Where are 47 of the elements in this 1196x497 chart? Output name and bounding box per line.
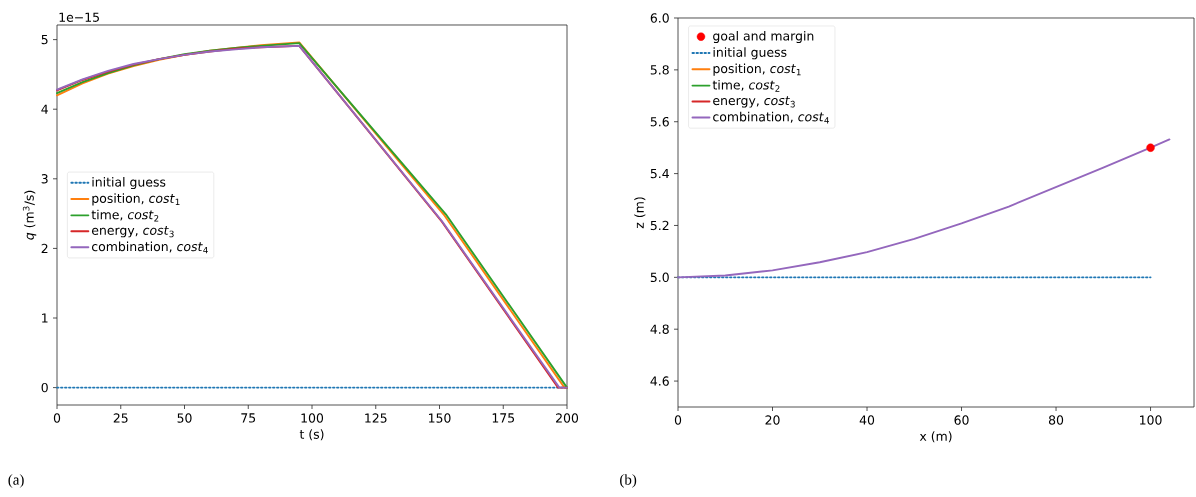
y-tick-label: 5.2: [650, 220, 669, 231]
x-tick-label: 125: [365, 413, 387, 423]
legend-label: combination, cost$_{4}$: [713, 111, 829, 124]
text: 1e−15: [59, 12, 99, 22]
x-tick-label: 100: [1140, 415, 1162, 425]
x-tick-label: 60: [954, 415, 969, 425]
y-tick-label: 5.0: [650, 272, 669, 283]
y-tick-label: 4.8: [650, 324, 669, 334]
legend-label: time, cost$_{2}$: [91, 209, 159, 222]
x-tick-label: 50: [177, 413, 192, 423]
x-tick-label: 100: [301, 413, 324, 423]
x-tick-label: 80: [1048, 415, 1064, 425]
x-axis-title: t (s): [299, 429, 324, 441]
x-tick-label: 175: [492, 413, 515, 423]
legend-label: goal and margin: [713, 30, 814, 44]
y-tick-label: 5.6: [650, 117, 669, 127]
legend-label: combination, cost$_{4}$: [91, 241, 208, 254]
y-tick-label: 5.4: [650, 168, 669, 179]
y-tick-label: 1: [42, 313, 48, 323]
legend-label: initial guess: [92, 177, 166, 190]
legend-label: time, cost$_{2}$: [712, 79, 780, 92]
x-tick-label: 150: [428, 413, 451, 423]
x-tick-label: 0: [53, 413, 61, 423]
x-tick-label: 200: [556, 413, 579, 423]
y-tick-label: 5.8: [650, 65, 669, 75]
y-tick-label: 4.6: [650, 376, 669, 386]
legend-label: position, cost$_{1}$: [713, 63, 801, 76]
x-tick-label: 40: [859, 415, 875, 425]
y-tick-label: 5: [41, 34, 48, 45]
legend-label: position, cost$_{1}$: [92, 193, 180, 206]
y-tick-label: 6.0: [650, 13, 669, 23]
x-tick-label: 75: [241, 413, 256, 423]
y-tick-label: 2: [41, 243, 48, 254]
legend-label: energy, cost$_{3}$: [91, 226, 174, 238]
x-tick-label: 20: [765, 415, 780, 425]
x-tick-label: 25: [113, 413, 128, 423]
x-axis-title: x (m): [919, 431, 952, 443]
y-tick-label: 3: [41, 174, 48, 184]
y-tick-label: 4: [41, 104, 48, 114]
text: (b): [620, 474, 637, 488]
y-axis-title: q (m$^{3}$/s): [22, 190, 37, 240]
legend-label: initial guess: [713, 47, 787, 60]
x-tick-label: 0: [674, 415, 682, 425]
legend-label: energy, cost$_{3}$: [713, 96, 795, 108]
text: (a): [8, 474, 24, 488]
y-axis-title: z (m): [634, 197, 646, 229]
y-tick-label: 0: [41, 382, 48, 393]
